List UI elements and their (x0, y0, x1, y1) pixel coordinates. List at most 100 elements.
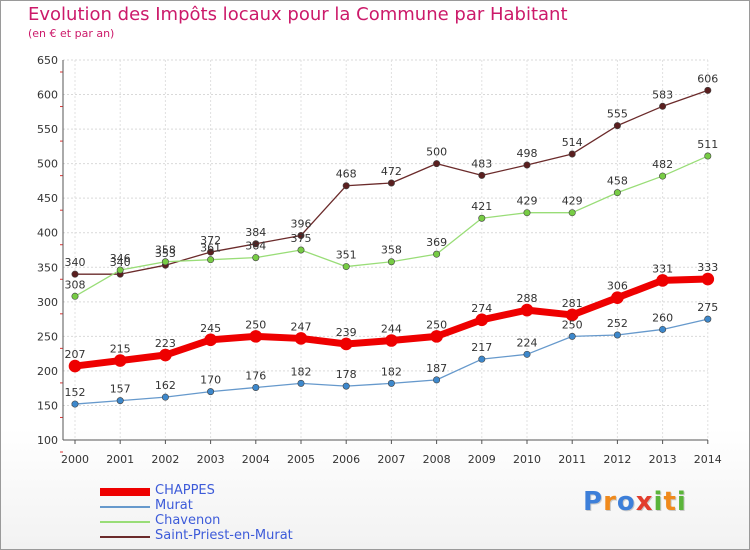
data-label: 306 (607, 280, 628, 293)
data-label: 482 (652, 158, 673, 171)
y-tick-label: 100 (37, 434, 58, 447)
chart-title: Evolution des Impôts locaux pour la Comm… (28, 4, 568, 25)
data-point (113, 354, 127, 367)
data-label: 308 (65, 278, 86, 291)
data-label: 260 (652, 311, 673, 324)
data-label: 500 (426, 146, 447, 159)
y-tick-label: 150 (37, 399, 58, 412)
data-point (207, 256, 215, 264)
data-point (659, 102, 667, 110)
data-label: 245 (200, 322, 221, 335)
data-label: 247 (291, 320, 312, 333)
x-tick-label: 2008 (423, 453, 451, 466)
data-point (71, 292, 79, 300)
data-label: 281 (562, 297, 583, 310)
y-tick-label: 300 (37, 296, 58, 309)
data-label: 421 (471, 200, 492, 213)
legend-label: Murat (155, 498, 193, 513)
data-label: 340 (110, 256, 131, 269)
data-label: 244 (381, 323, 402, 336)
y-tick-label: 550 (37, 123, 58, 136)
data-label: 511 (697, 138, 718, 151)
data-label: 429 (517, 195, 538, 208)
y-tick-label: 600 (37, 89, 58, 102)
data-point (387, 258, 395, 266)
data-label: 498 (517, 147, 538, 160)
data-point (433, 376, 441, 384)
data-point (297, 246, 305, 254)
data-label: 369 (426, 236, 447, 249)
x-tick-label: 2000 (61, 453, 89, 466)
legend-swatch (100, 521, 150, 523)
y-tick-label: 650 (37, 54, 58, 67)
x-tick-label: 2011 (558, 453, 586, 466)
legend-label: Chavenon (155, 513, 221, 528)
data-label: 472 (381, 165, 402, 178)
x-tick-label: 2005 (287, 453, 315, 466)
data-label: 176 (245, 369, 266, 382)
data-point (520, 303, 534, 317)
x-tick-label: 2002 (151, 453, 179, 466)
logo-letter: i (653, 487, 664, 517)
legend-label: CHAPPES (155, 483, 215, 498)
data-label: 182 (291, 365, 312, 378)
data-point (478, 171, 486, 179)
data-label: 207 (65, 348, 86, 361)
x-tick-label: 2009 (468, 453, 496, 466)
data-point (116, 397, 124, 405)
data-label: 468 (336, 168, 357, 181)
data-label: 351 (336, 249, 357, 262)
data-label: 275 (697, 301, 718, 314)
data-point (659, 325, 667, 333)
data-label: 331 (652, 262, 673, 275)
data-label: 178 (336, 368, 357, 381)
data-point (704, 86, 712, 94)
data-label: 458 (607, 175, 628, 188)
data-point (207, 248, 215, 256)
data-point (430, 330, 443, 343)
data-label: 182 (381, 365, 402, 378)
data-point (207, 388, 215, 396)
legend-swatch (100, 536, 150, 538)
data-label: 223 (155, 337, 176, 350)
y-tick-label: 350 (37, 261, 58, 274)
data-point (568, 209, 576, 217)
data-point (161, 393, 169, 401)
x-tick-label: 2006 (332, 453, 360, 466)
data-label: 217 (471, 341, 492, 354)
data-label: 606 (697, 72, 718, 85)
data-point (204, 333, 217, 347)
data-label: 514 (562, 136, 583, 149)
data-label: 361 (200, 242, 221, 255)
data-point (339, 337, 353, 351)
data-label: 252 (607, 317, 628, 330)
data-label: 215 (110, 343, 131, 356)
x-tick-label: 2012 (603, 453, 631, 466)
logo-letter: i (676, 487, 687, 517)
data-point (613, 122, 621, 130)
logo-letter: P (583, 487, 604, 517)
data-point (478, 214, 486, 222)
y-tick-label: 450 (37, 192, 58, 205)
x-tick-label: 2013 (649, 453, 677, 466)
data-point (159, 348, 172, 362)
y-tick-label: 200 (37, 365, 58, 378)
data-point (613, 189, 621, 197)
data-point (433, 250, 441, 258)
data-label: 358 (381, 244, 402, 257)
data-point (613, 331, 621, 339)
data-point (297, 379, 305, 387)
data-point (523, 350, 531, 358)
data-point (342, 263, 350, 271)
data-point (294, 332, 308, 345)
data-label: 170 (200, 374, 221, 387)
data-point (704, 152, 712, 160)
data-point (565, 308, 579, 322)
data-label: 333 (697, 261, 718, 274)
data-label: 288 (517, 292, 538, 305)
legend-swatch (100, 488, 150, 496)
data-label: 239 (336, 326, 357, 339)
data-point (433, 160, 441, 168)
x-tick-label: 2010 (513, 453, 541, 466)
data-label: 555 (607, 108, 628, 121)
